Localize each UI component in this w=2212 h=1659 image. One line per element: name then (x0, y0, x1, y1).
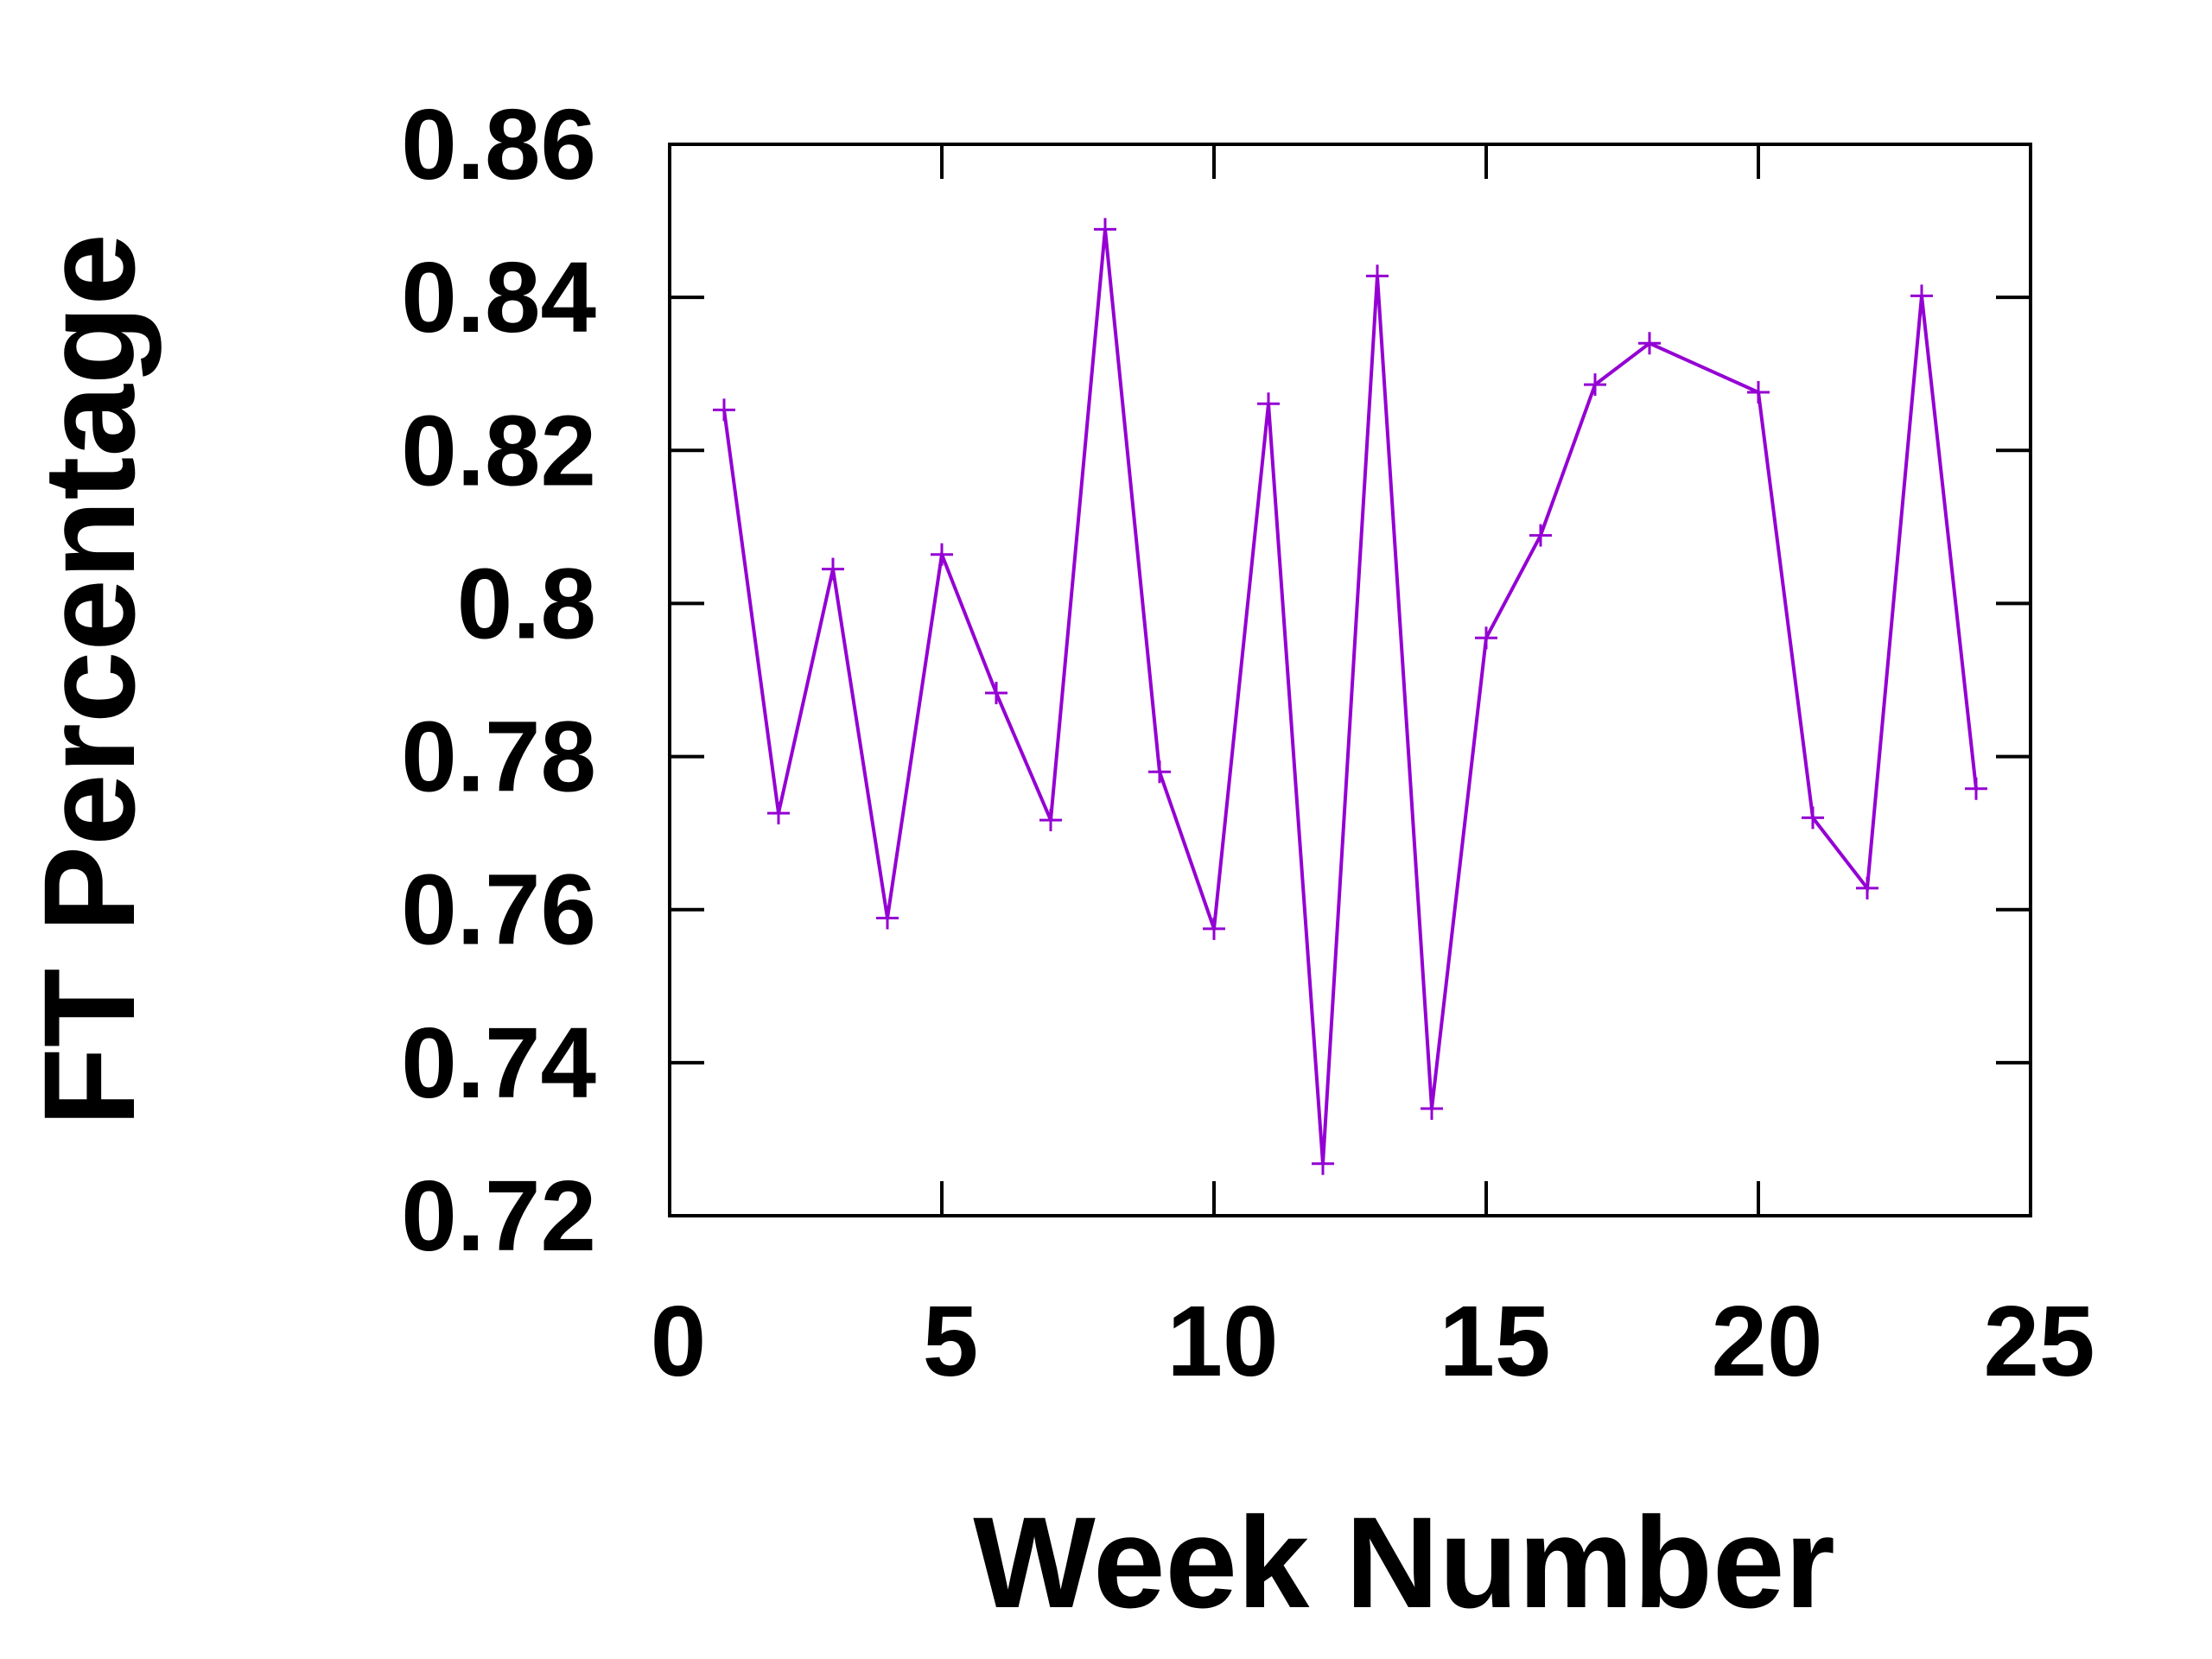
data-point-marker (1475, 626, 1497, 650)
data-point-marker (931, 543, 953, 566)
data-point-marker (1638, 332, 1661, 355)
x-axis-tick-labels: 0 5 10 15 20 25 (651, 1285, 2095, 1397)
x-tick-label: 25 (1983, 1285, 2094, 1397)
y-axis-ticks (670, 143, 2031, 1217)
plot-area-frame (668, 143, 2032, 1217)
x-axis-title: Week Number (973, 1490, 1835, 1635)
data-point-marker (1910, 284, 1933, 308)
data-point-marker (985, 682, 1007, 705)
series-markers (713, 218, 1987, 1175)
y-axis-tick-labels: 0.72 0.74 0.76 0.78 0.8 0.82 0.84 0.86 (401, 88, 596, 1272)
x-tick-label: 10 (1166, 1285, 1278, 1397)
data-point-marker (1529, 524, 1552, 547)
data-point-marker (876, 906, 899, 930)
y-tick-label: 0.82 (401, 394, 596, 506)
y-tick-label: 0.74 (401, 1007, 596, 1119)
x-tick-label: 5 (923, 1285, 979, 1397)
y-axis-title: FT Percentage (16, 233, 162, 1127)
data-point-marker (1584, 373, 1606, 397)
data-point-marker (1312, 1152, 1334, 1175)
data-point-marker (1421, 1097, 1443, 1120)
x-tick-label: 20 (1711, 1285, 1822, 1397)
data-point-marker (822, 557, 844, 581)
x-tick-label: 15 (1439, 1285, 1550, 1397)
y-tick-label: 0.76 (401, 854, 596, 966)
series-line (722, 229, 1978, 1164)
x-axis-ticks (668, 144, 2032, 1216)
y-tick-label: 0.8 (457, 547, 596, 659)
y-tick-label: 0.86 (401, 88, 596, 200)
data-point-marker (1094, 218, 1116, 241)
data-point-marker (1802, 806, 1824, 830)
data-point-marker (1965, 777, 1987, 800)
data-point-marker (1257, 392, 1280, 416)
data-point-marker (767, 802, 790, 825)
data-point-marker (1856, 876, 1878, 899)
y-tick-label: 0.78 (401, 701, 596, 813)
data-point-marker (1366, 264, 1389, 288)
data-point-marker (1203, 917, 1225, 940)
data-point-marker (713, 398, 735, 422)
x-tick-label: 0 (651, 1285, 707, 1397)
data-point-marker (1039, 809, 1062, 832)
y-tick-label: 0.84 (401, 241, 596, 353)
data-point-marker (1148, 760, 1171, 784)
data-point-marker (1747, 380, 1770, 404)
y-tick-label: 0.72 (401, 1160, 596, 1272)
